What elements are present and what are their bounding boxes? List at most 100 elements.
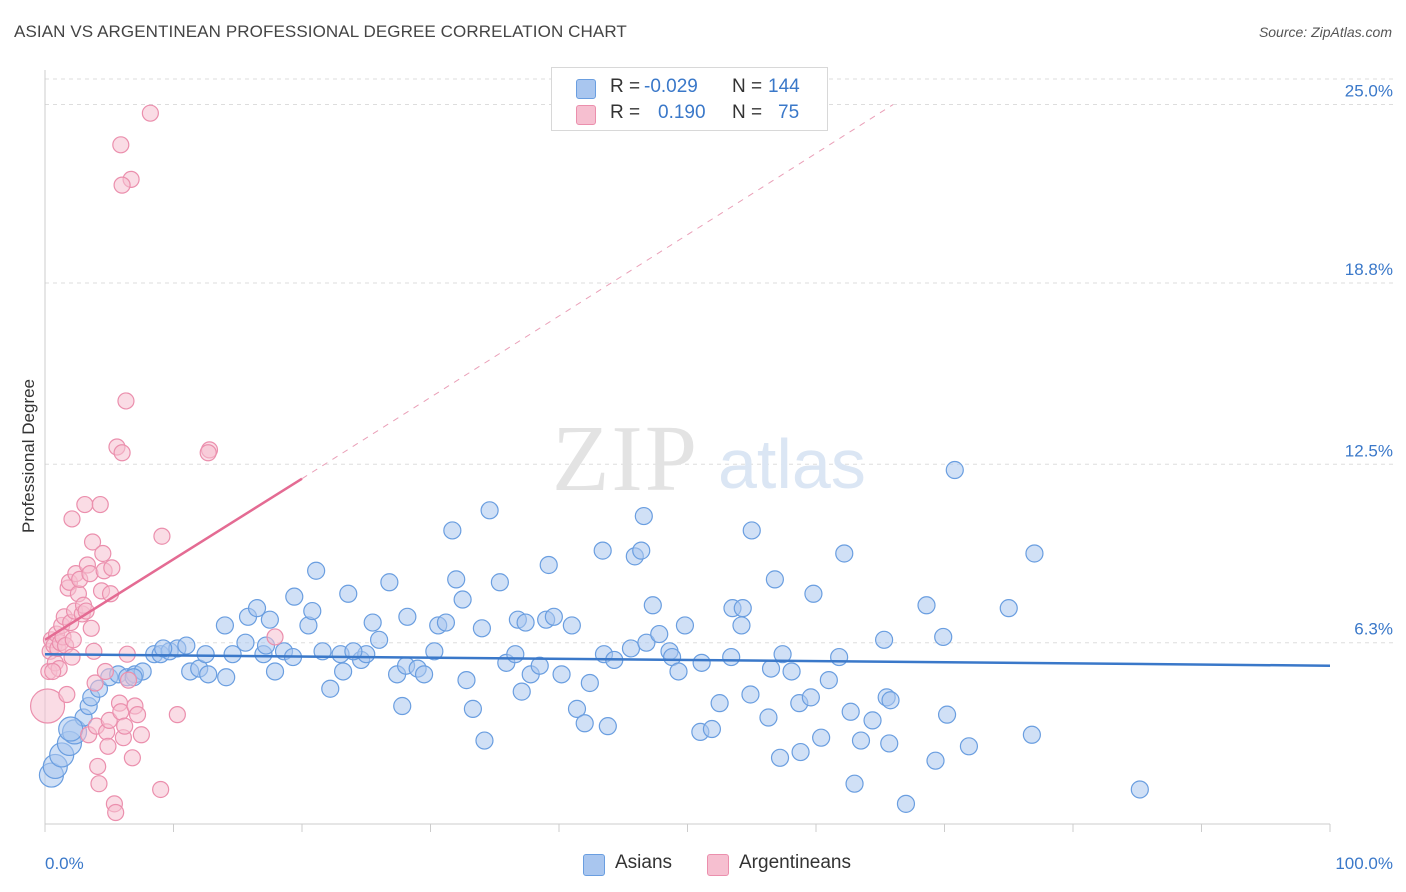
asians-trend-line (44, 652, 1331, 667)
asian-point (303, 601, 322, 621)
bottom-legend-label-asians: Asians (615, 852, 673, 873)
argentinean-point (119, 671, 138, 689)
y-tick-label: 18.8% (1345, 260, 1393, 279)
argentinean-point (86, 674, 104, 692)
argentinean-point (116, 717, 134, 735)
asian-point (710, 694, 729, 713)
argentinean-point (113, 444, 131, 462)
legend-n-label: N = (732, 102, 763, 123)
asian-point (830, 647, 849, 667)
asian-point (344, 642, 363, 661)
asian-point (632, 541, 651, 560)
argentinean-point (112, 136, 130, 154)
watermark-atlas: atlas (718, 425, 866, 503)
legend-r-label: R = (610, 102, 641, 123)
asian-point (552, 665, 571, 684)
asian-point (506, 645, 525, 664)
asian-point (732, 616, 751, 635)
asian-point (567, 699, 587, 718)
watermark: ZIP atlas (552, 407, 866, 511)
argentinean-point (29, 688, 66, 724)
y-tick-label: 12.5% (1345, 441, 1393, 460)
legend-n-label: N = (732, 76, 763, 97)
argentinean-point (63, 510, 81, 528)
asian-point (480, 501, 499, 520)
bottom-legend-swatch-argentineans (707, 854, 729, 876)
asian-point (643, 596, 662, 615)
watermark-zip: ZIP (552, 407, 699, 511)
asian-point (562, 616, 581, 635)
asian-point (215, 616, 234, 635)
argentineans-trend-extension (301, 104, 894, 480)
asian-point (475, 731, 494, 750)
legend-r-value: 0.190 (658, 102, 706, 123)
asian-point (742, 521, 761, 540)
asian-point (334, 662, 353, 681)
argentinean-point (64, 631, 82, 649)
asian-point (841, 702, 860, 721)
asian-point (741, 685, 760, 704)
asian-point (761, 659, 781, 678)
asian-point (945, 460, 964, 480)
legend-r-label: R = (610, 76, 641, 97)
asian-point (937, 705, 957, 724)
asian-point (733, 599, 752, 618)
asian-point (425, 642, 444, 661)
asian-point (217, 668, 236, 687)
asian-point (593, 541, 612, 560)
argentinean-point (153, 527, 171, 545)
asian-point (1130, 780, 1149, 799)
y-tick-label: 25.0% (1345, 82, 1393, 101)
argentinean-point (44, 662, 62, 681)
argentinean-point (113, 176, 131, 194)
asian-point (580, 673, 599, 693)
source-label: Source: ZipAtlas.com (1258, 24, 1392, 40)
x-tick-label: 0.0% (45, 854, 84, 873)
legend-n-value: 144 (768, 76, 800, 97)
argentinean-point (83, 533, 102, 551)
asian-point (845, 774, 864, 793)
asian-point (223, 645, 242, 664)
asian-point (791, 742, 810, 762)
asian-point (516, 613, 535, 632)
asian-point (598, 717, 617, 736)
asian-point (236, 633, 255, 652)
asian-point (363, 613, 382, 632)
argentinean-point (81, 565, 99, 583)
asian-point (339, 584, 358, 603)
legend-swatch-argentineans (576, 105, 596, 125)
asian-point (770, 748, 790, 767)
argentinean-point (58, 685, 76, 704)
argentinean-point (103, 559, 121, 577)
asian-point (393, 696, 412, 716)
asian-point (863, 711, 882, 730)
asian-point (801, 688, 820, 707)
asian-point (544, 607, 563, 626)
asian-point (539, 555, 558, 575)
asian-point (637, 633, 656, 652)
argentinean-point (107, 803, 125, 822)
argentinean-point (91, 495, 109, 514)
argentinean-point (90, 775, 108, 793)
argentinean-point (85, 642, 103, 660)
asian-point (759, 708, 778, 727)
argentinean-point (63, 648, 81, 666)
asian-point (926, 751, 945, 770)
y-axis-label: Professional Degree (19, 379, 38, 533)
asian-point (722, 647, 741, 667)
argentinean-point (76, 495, 94, 514)
argentinean-point (94, 544, 112, 563)
asian-point (490, 573, 509, 592)
argentinean-point (168, 706, 186, 724)
argentinean-point (132, 726, 150, 744)
asian-point (307, 561, 326, 580)
asian-point (398, 607, 417, 626)
asian-point (959, 737, 979, 756)
asian-point (447, 570, 466, 589)
argentinean-point (77, 602, 95, 620)
series-argentineans (29, 104, 284, 822)
asian-point (380, 573, 399, 592)
legend-r-value: -0.029 (644, 76, 698, 97)
asian-point (669, 662, 688, 681)
argentinean-point (141, 104, 159, 122)
